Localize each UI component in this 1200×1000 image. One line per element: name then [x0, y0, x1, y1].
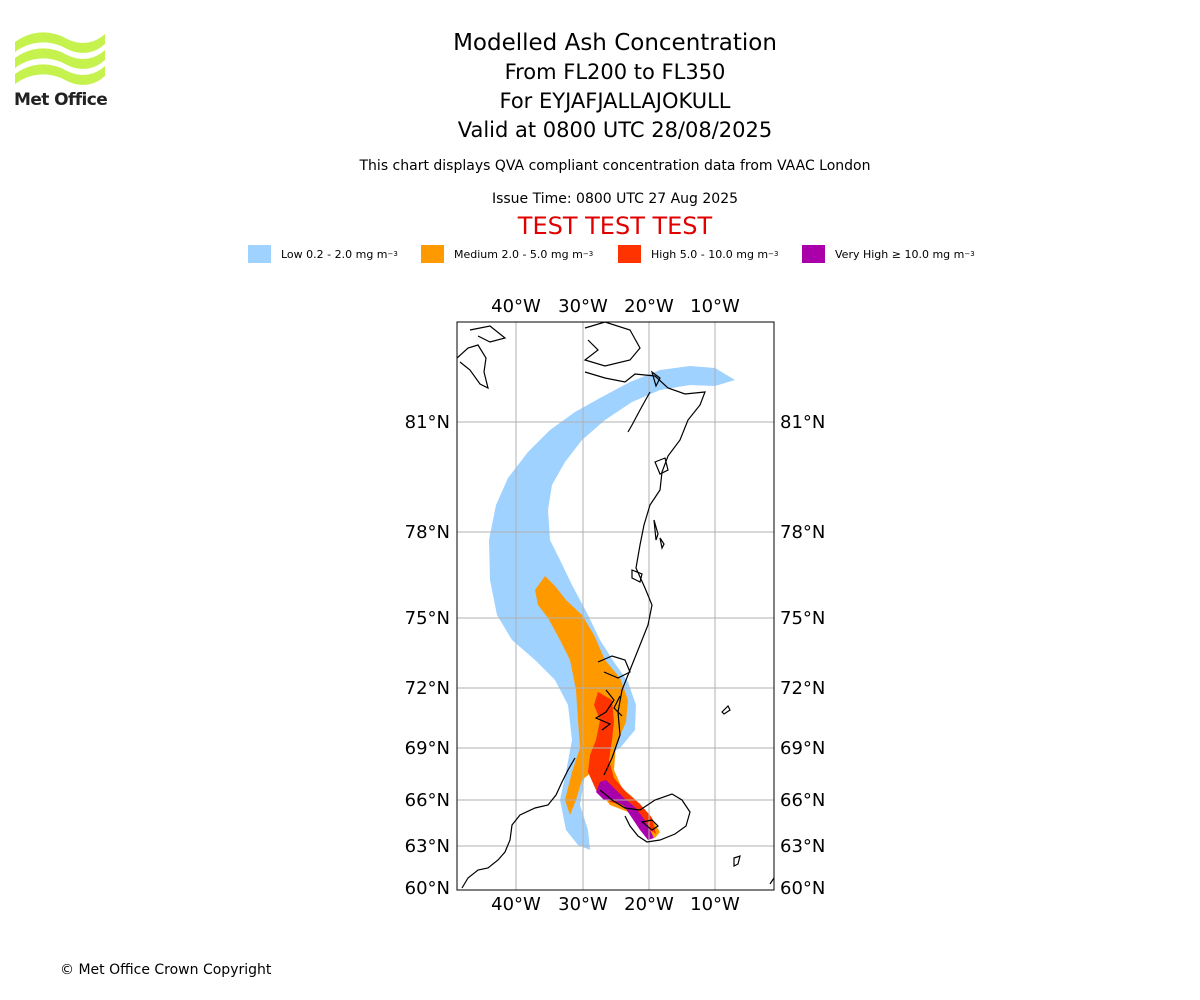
ash-area-low: [489, 366, 735, 850]
legend-label-medium: Medium 2.0 - 5.0 mg m: [454, 247, 583, 261]
legend-swatch-medium: [421, 245, 444, 263]
subtitle: This chart displays QVA compliant concen…: [359, 158, 871, 174]
logo-wordmark: Met Office: [14, 90, 108, 110]
graticule: [457, 322, 774, 890]
legend-label-low: Low 0.2 - 2.0 mg m: [281, 247, 388, 261]
lon-label-top-30w: 30°W: [558, 296, 608, 317]
lon-label-bottom-30w: 30°W: [558, 894, 608, 915]
lat-label-right-66n: 66°N: [780, 790, 825, 811]
lat-label-left-60n: 60°N: [405, 878, 450, 899]
legend-swatch-low: [248, 245, 271, 263]
lat-label-right-69n: 69°N: [780, 738, 825, 759]
test-banner: TEST TEST TEST: [517, 212, 713, 240]
lat-label-right-72n: 72°N: [780, 678, 825, 699]
ash-area-very-high: [596, 780, 654, 840]
lat-label-right-81n: 81°N: [780, 412, 825, 433]
lat-label-left-69n: 69°N: [405, 738, 450, 759]
lat-label-left-63n: 63°N: [405, 836, 450, 857]
lat-label-right-78n: 78°N: [780, 522, 825, 543]
lon-label-bottom-10w: 10°W: [690, 894, 740, 915]
lat-label-right-75n: 75°N: [780, 608, 825, 629]
legend-item-medium: Medium 2.0 - 5.0 mg m −3: [421, 244, 593, 264]
lat-label-right-60n: 60°N: [780, 878, 825, 899]
legend-item-high: High 5.0 - 10.0 mg m −3: [618, 244, 778, 264]
lat-label-left-75n: 75°N: [405, 608, 450, 629]
title-line-1: Modelled Ash Concentration: [453, 30, 777, 56]
lat-label-left-72n: 72°N: [405, 678, 450, 699]
legend-label-very-high: Very High ≥ 10.0 mg m: [835, 247, 965, 261]
lat-label-left-81n: 81°N: [405, 412, 450, 433]
lon-label-top-10w: 10°W: [690, 296, 740, 317]
chart-title-block: Modelled Ash Concentration From FL200 to…: [315, 28, 915, 145]
copyright-notice: © Met Office Crown Copyright: [60, 962, 272, 978]
title-line-3: For EYJAFJALLAJOKULL: [499, 89, 731, 113]
legend-label-high: High 5.0 - 10.0 mg m: [651, 247, 769, 261]
lon-label-top-40w: 40°W: [491, 296, 541, 317]
title-line-2: From FL200 to FL350: [504, 60, 726, 84]
legend-swatch-very-high: [802, 245, 825, 263]
lat-label-right-63n: 63°N: [780, 836, 825, 857]
lon-label-top-20w: 20°W: [624, 296, 674, 317]
map-frame: [456, 321, 775, 891]
legend-item-very-high: Very High ≥ 10.0 mg m −3: [802, 244, 975, 264]
legend-swatch-high: [618, 245, 641, 263]
lat-label-left-66n: 66°N: [405, 790, 450, 811]
lon-label-bottom-20w: 20°W: [624, 894, 674, 915]
coastlines: [457, 322, 774, 889]
title-line-4: Valid at 0800 UTC 28/08/2025: [457, 118, 773, 142]
lon-label-bottom-40w: 40°W: [491, 894, 541, 915]
issue-time: Issue Time: 0800 UTC 27 Aug 2025: [491, 191, 739, 207]
lat-label-left-78n: 78°N: [405, 522, 450, 543]
met-office-logo-icon: [15, 32, 105, 85]
legend-item-low: Low 0.2 - 2.0 mg m −3: [248, 244, 398, 264]
